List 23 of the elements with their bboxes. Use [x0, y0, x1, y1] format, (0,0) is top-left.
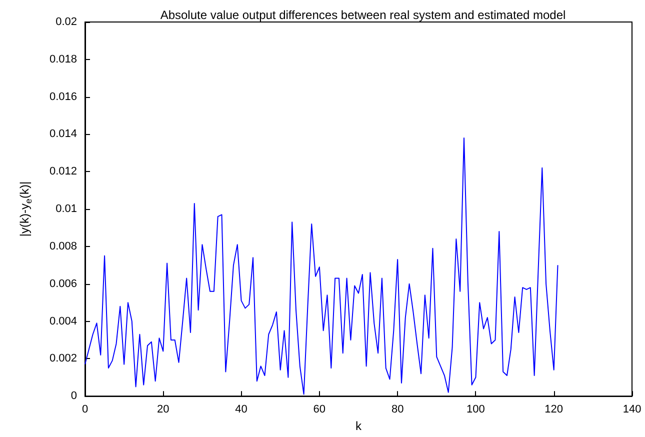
x-tick-label: 80 [391, 404, 404, 416]
y-tick-label: 0.004 [49, 315, 77, 328]
y-tick-label: 0.014 [49, 128, 77, 140]
x-tick-label: 140 [622, 404, 642, 416]
x-tick-label: 0 [82, 404, 88, 416]
x-tick-label: 40 [235, 404, 248, 416]
x-axis-title: k [356, 419, 362, 433]
chart-title: Absolute value output differences between real system and estimated model [160, 8, 566, 22]
y-tick-label: 0.012 [49, 166, 77, 178]
y-tick-label: 0.018 [49, 53, 77, 66]
x-tick-label: 100 [466, 404, 485, 416]
y-tick-label: 0.002 [49, 352, 77, 365]
x-tick-label: 60 [313, 404, 326, 416]
y-tick-label: 0.008 [49, 240, 77, 252]
x-tick-label: 20 [157, 404, 170, 416]
y-tick-label: 0.01 [56, 203, 77, 216]
y-tick-label: 0.016 [49, 90, 77, 103]
y-tick-label: 0 [70, 390, 77, 402]
y-tick-label: 0.02 [56, 16, 77, 28]
y-tick-label: 0.006 [49, 278, 77, 290]
x-tick-label: 120 [544, 404, 564, 416]
line-series [84, 137, 558, 395]
y-axis-title: |y(k)-ye(k)| [18, 181, 34, 237]
